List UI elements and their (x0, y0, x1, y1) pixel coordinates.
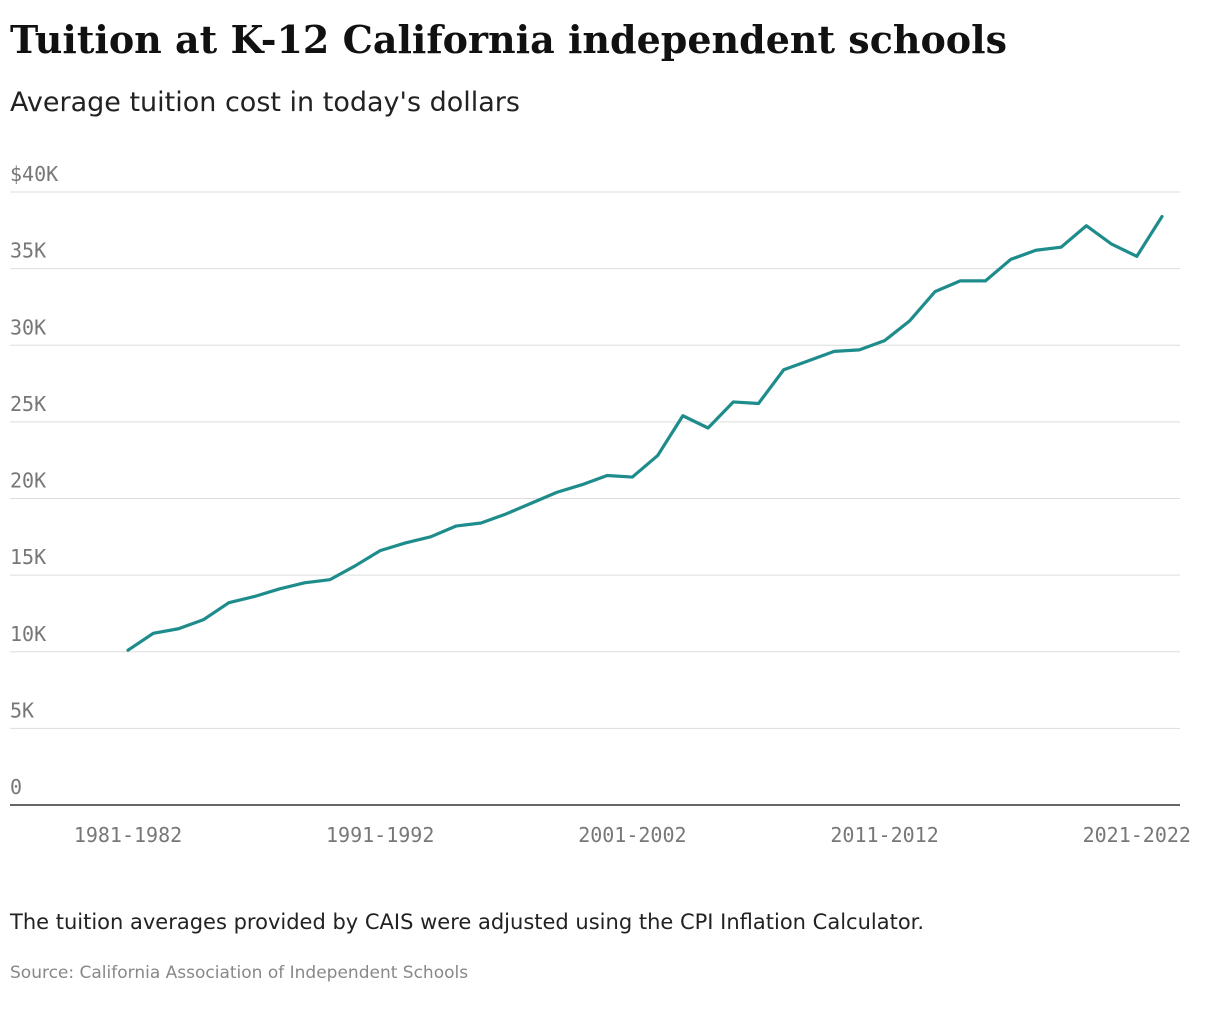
y-tick-label: 30K (10, 315, 46, 339)
y-tick-label: 15K (10, 545, 46, 569)
y-tick-label: 0 (10, 775, 22, 799)
data-line (126, 214, 1164, 652)
chart-subtitle: Average tuition cost in today's dollars (10, 87, 520, 118)
x-tick-label: 2001-2002 (578, 823, 686, 847)
x-tick-label: 1991-1992 (326, 823, 434, 847)
chart-source: Source: California Association of Indepe… (10, 963, 468, 983)
y-tick-label: 20K (10, 469, 46, 493)
y-tick-label: 25K (10, 392, 46, 416)
chart-title: Tuition at K-12 California independent s… (10, 17, 1007, 62)
chart-note: The tuition averages provided by CAIS we… (9, 910, 924, 934)
y-tick-label: 35K (10, 239, 46, 263)
x-tick-label: 2021-2022 (1083, 823, 1191, 847)
y-tick-label: 10K (10, 622, 46, 646)
y-tick-label: 5K (10, 698, 34, 722)
x-tick-label: 2011-2012 (830, 823, 938, 847)
y-tick-label: $40K (10, 162, 58, 186)
x-tick-label: 1981-1982 (74, 823, 182, 847)
